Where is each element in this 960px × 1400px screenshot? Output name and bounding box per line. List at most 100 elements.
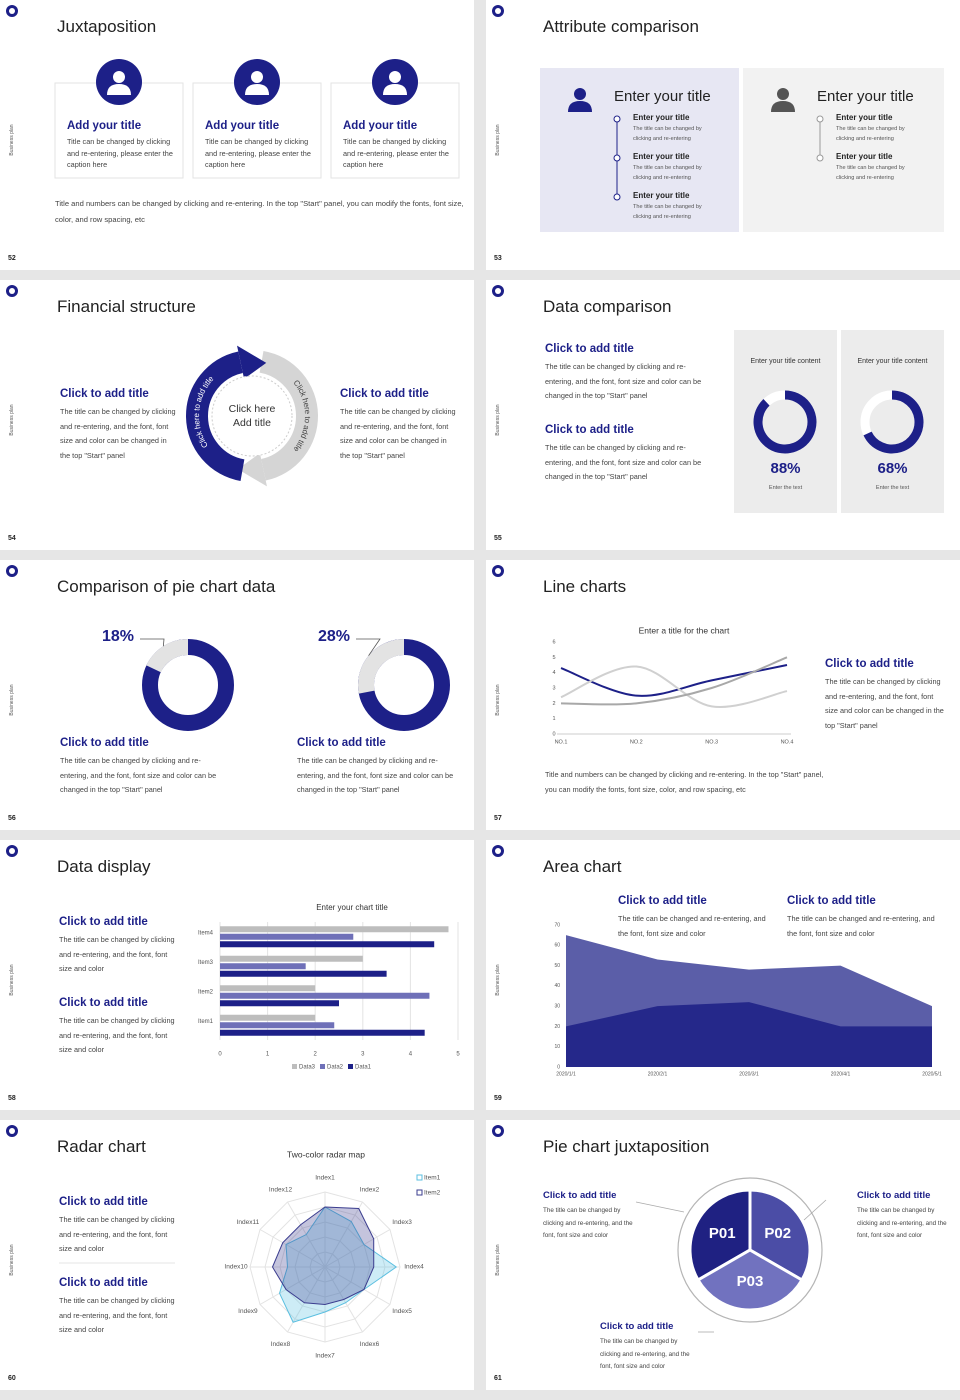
- pie-segment: [695, 1248, 805, 1312]
- area: [566, 1002, 932, 1067]
- block-heading: Click to add title: [545, 343, 634, 355]
- block-text: The title can be changed and re-entering…: [618, 914, 766, 938]
- legend-label: Item2: [424, 1190, 441, 1197]
- timeline-marker: [613, 115, 621, 123]
- logo-inner: [495, 848, 501, 854]
- legend-swatch: [292, 1064, 297, 1069]
- chart-title: Two-color radar map: [287, 1149, 365, 1159]
- item-text: The title can be changed by clicking and…: [633, 204, 702, 220]
- slide: P01 P02 P03 Pie chart juxtaposition Business…: [486, 1120, 960, 1390]
- timeline-marker: [816, 115, 824, 123]
- y-tick-label: 60: [554, 943, 560, 949]
- block-heading: Click to add title: [618, 895, 707, 907]
- axis-label: Index2: [360, 1187, 380, 1194]
- card-heading: Add your title: [205, 120, 280, 132]
- legend-label: Data3: [299, 1065, 316, 1071]
- slide: Juxtaposition Business plan 52 Add your tit…: [0, 0, 474, 270]
- slide-graphics: 0 10 20 30 40 50 60 70 2020/1/1 2020/2/1 2020/3/1 2…: [492, 845, 942, 1077]
- slide: Data comparison Business plan 55 Click to a…: [486, 280, 960, 550]
- slide-title: Attribute comparison: [543, 17, 699, 36]
- radar-spoke: [259, 1266, 326, 1305]
- y-tick-label: 2: [552, 701, 555, 707]
- slide-title: Data display: [57, 857, 151, 876]
- leader-line: [140, 638, 165, 647]
- item-text: The title can be changed by clicking and…: [836, 126, 905, 142]
- chart-title: Enter your chart title: [316, 903, 388, 912]
- block-text: The title can be changed and re-entering…: [787, 914, 935, 938]
- block-heading: Click to add title: [857, 1190, 931, 1201]
- slide-number: 55: [494, 535, 502, 542]
- legend-swatch: [320, 1064, 325, 1069]
- line: [560, 656, 788, 706]
- x-tick-label: 3: [361, 1052, 365, 1058]
- x-tick-label: 2020/2/1: [648, 1071, 668, 1077]
- slide-graphics: Two-color radar map Index1 Index2 Index3 Ind…: [6, 1125, 441, 1360]
- card-heading: Add your title: [343, 120, 418, 132]
- y-tick-label: 70: [554, 922, 560, 928]
- y-tick-label: Item4: [198, 930, 214, 936]
- slide-title: Financial structure: [57, 297, 196, 316]
- item-text: The title can be changed by clicking and…: [633, 126, 702, 142]
- bar: [220, 926, 449, 933]
- card-heading: Add your title: [67, 120, 142, 132]
- slide: Two-color radar map Index1 Index2 Index3 Ind…: [0, 1120, 474, 1390]
- radar-spoke: [324, 1201, 363, 1268]
- radar-area: [278, 1206, 398, 1323]
- x-tick-label: 4: [409, 1052, 413, 1058]
- card-heading: Enter your title content: [750, 358, 821, 365]
- segment-label: P03: [737, 1273, 764, 1290]
- bar: [220, 992, 430, 999]
- y-tick-label: 40: [554, 983, 560, 989]
- item-heading: Enter your title: [633, 113, 690, 122]
- axis-label: Index7: [315, 1353, 335, 1360]
- side-label: Business plan: [495, 1244, 501, 1276]
- item-heading: Enter your title: [836, 113, 893, 122]
- connector: [803, 1199, 827, 1221]
- icon-head: [251, 71, 263, 83]
- slide-number: 61: [494, 1375, 502, 1382]
- donut-segment: [146, 639, 189, 673]
- y-tick-label: 30: [554, 1003, 560, 1009]
- block-heading: Click to add title: [59, 1277, 148, 1289]
- block-heading: Click to add title: [543, 1190, 617, 1201]
- icon-head: [389, 71, 401, 83]
- icon-head: [777, 88, 789, 100]
- axis-label: Index11: [237, 1219, 260, 1226]
- y-tick-label: 10: [554, 1044, 560, 1050]
- axis-label: Index6: [360, 1341, 380, 1348]
- block-heading: Click to add title: [340, 388, 429, 400]
- block-heading: Click to add title: [59, 916, 148, 928]
- slide-title: Juxtaposition: [57, 17, 157, 36]
- card-heading: Enter your title content: [857, 358, 928, 365]
- card-text: Title can be changed by clicking and re-…: [343, 137, 449, 169]
- block-text: The title can be changed by clicking and…: [59, 1215, 175, 1253]
- arrow-head: [237, 453, 267, 487]
- y-tick-label: 50: [554, 963, 560, 969]
- slide-number: 53: [494, 255, 502, 262]
- y-tick-label: 0: [557, 1064, 560, 1070]
- bar: [220, 1022, 335, 1029]
- block-heading: Click to add title: [59, 997, 148, 1009]
- x-tick-label: 0: [218, 1052, 222, 1058]
- block-text: The title can be changed by clicking and…: [59, 1016, 175, 1054]
- y-tick-label: 4: [552, 670, 555, 676]
- block-text: The title can be changed by clicking and…: [60, 756, 217, 794]
- panel-heading: Enter your title: [614, 88, 711, 105]
- slide-graphics: Enter your chart title 0 1 2 3 4 5 Item1 Item2 It…: [6, 845, 460, 1071]
- timeline-marker: [613, 154, 621, 162]
- bar: [220, 1029, 425, 1036]
- logo-inner: [495, 8, 501, 14]
- value-label: 68%: [877, 460, 908, 477]
- arrow-head: [237, 345, 267, 379]
- x-tick-label: 5: [456, 1052, 460, 1058]
- radar-area: [271, 1206, 375, 1306]
- slide-number: 60: [8, 1375, 16, 1382]
- axis-label: Index10: [224, 1264, 248, 1271]
- x-tick-label: NO.2: [630, 739, 643, 745]
- logo-inner: [9, 8, 15, 14]
- panel: [540, 68, 739, 232]
- x-tick-label: 2: [314, 1052, 318, 1058]
- side-label: Business plan: [9, 1244, 15, 1276]
- slide: Attribute comparison Business plan 53 Enter…: [486, 0, 960, 270]
